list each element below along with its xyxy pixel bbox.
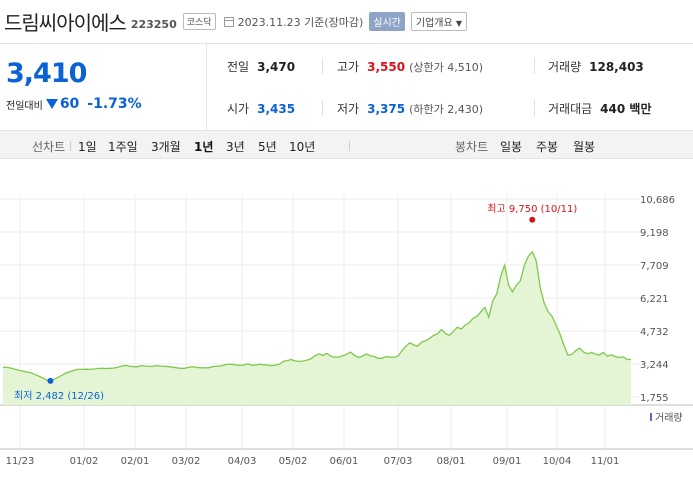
tab-weekly-candle[interactable]: 주봉 [536,140,559,154]
max-point [529,216,536,223]
stock-code: 223250 [130,18,177,31]
max-label: 최고 9,750 (10/11) [487,203,577,215]
y-axis-labels: 10,686 9,198 7,709 6,221 4,732 3,244 1,755 [640,195,675,404]
upper-limit: (상한가 4,510) [409,61,483,74]
tab-monthly-candle[interactable]: 월봉 [573,140,596,154]
price-change: 60 [59,96,80,112]
y-tick-label: 7,709 [640,261,669,272]
y-tick-label: 10,686 [640,195,675,206]
realtime-button[interactable]: 실시간 [369,12,405,31]
lower-limit: (하한가 2,430) [409,103,483,116]
tab-1w[interactable]: 1주일 [108,140,138,154]
x-tick-label: 08/01 [437,456,466,467]
current-price-box: 3,410 전일대비 60 -1.73% [0,44,207,131]
price-summary: 3,410 전일대비 60 -1.73% 전일 3,470 고가 3,550 (… [0,44,693,131]
current-price: 3,410 [6,58,87,89]
min-label: 최저 2,482 (12/26) [14,390,104,402]
company-name[interactable]: 드림씨아이에스 [4,11,127,35]
stat-high: 고가 3,550 (상한가 4,510) [337,58,483,75]
x-tick-label: 09/01 [493,456,522,467]
x-tick-label: 07/03 [384,456,413,467]
stat-label: 거래대금 [548,102,593,116]
stat-prev: 전일 3,470 [227,58,295,75]
change-label: 전일대비 [6,100,43,112]
stat-value: 128,403 [589,60,644,74]
stat-label: 저가 [337,102,360,116]
tab-1d[interactable]: 1일 [78,140,97,154]
company-info-button[interactable]: 기업개요 ▼ [410,12,468,31]
stat-label: 거래량 [548,60,582,74]
stat-trade-value: 거래대금 440 백만 [548,100,651,117]
calendar-icon [223,16,234,27]
stat-value: 3,470 [257,60,296,74]
x-tick-label: 03/02 [172,456,201,467]
stat-volume: 거래량 128,403 [548,58,644,75]
divider [534,100,535,116]
x-tick-label: 11/01 [591,456,620,467]
x-tick-label: 11/23 [6,456,35,467]
line-chart-heading: 선차트 [32,140,66,154]
x-axis-labels: 11/23 01/02 02/01 03/02 04/03 05/02 06/01 07/03… [6,456,620,467]
price-chart[interactable]: 10,686 9,198 7,709 6,221 4,732 3,244 1,755 최고 … [0,159,693,490]
x-tick-label: 06/01 [330,456,359,467]
divider [322,58,323,74]
stat-label: 시가 [227,102,250,116]
y-tick-label: 9,198 [640,228,669,239]
min-point [47,377,54,384]
stat-value: 440 백만 [600,102,652,116]
stat-value: 3,375 [367,102,406,116]
base-date: 2023.11.23 기준(장마감) [237,15,364,29]
tab-5y[interactable]: 5년 [258,140,277,154]
stat-low: 저가 3,375 (하한가 2,430) [337,100,483,117]
dropdown-arrow-icon: ▼ [455,19,463,28]
x-tick-label: 10/04 [543,456,572,467]
x-tick-label: 02/01 [121,456,150,467]
y-tick-label: 4,732 [640,327,669,338]
down-triangle-icon [45,99,58,109]
company-info-label: 기업개요 [415,18,453,29]
price-change-rate: -1.73% [87,96,142,112]
divider [322,100,323,116]
volume-legend-icon [650,413,652,421]
stat-label: 전일 [227,60,250,74]
x-tick-label: 01/02 [70,456,99,467]
y-tick-label: 3,244 [640,360,669,371]
chart-tabs: 선차트 1일 1주일 3개월 1년 3년 5년 10년 봉차트 일봉 주봉 월봉 [0,131,693,159]
candle-chart-heading: 봉차트 [455,140,489,154]
divider [70,141,71,151]
divider [349,141,350,151]
tab-1y[interactable]: 1년 [194,140,214,154]
x-tick-label: 04/03 [228,456,257,467]
change-row: 전일대비 60 -1.73% [6,96,142,112]
volume-legend-label: 거래량 [655,412,683,424]
stat-value: 3,435 [257,102,296,116]
stat-label: 고가 [337,60,360,74]
stat-open: 시가 3,435 [227,100,295,117]
market-badge: 코스닥 [182,13,216,30]
price-area [3,251,631,405]
volume-bars: 거래량 [650,412,683,424]
divider [534,58,535,74]
chart-annotations: 최고 9,750 (10/11) 최저 2,482 (12/26) [14,203,577,402]
stat-value: 3,550 [367,60,406,74]
x-tick-label: 05/02 [279,456,308,467]
price-line [2,250,632,382]
chart-grid [0,194,693,450]
tab-10y[interactable]: 10년 [289,140,316,154]
y-tick-label: 6,221 [640,294,669,305]
tab-3m[interactable]: 3개월 [151,140,181,154]
tab-daily-candle[interactable]: 일봉 [500,140,523,154]
tab-3y[interactable]: 3년 [226,140,245,154]
stock-title-bar: 드림씨아이에스 223250 코스닥 2023.11.23 기준(장마감) 실시… [0,0,693,44]
y-tick-label: 1,755 [640,393,669,404]
